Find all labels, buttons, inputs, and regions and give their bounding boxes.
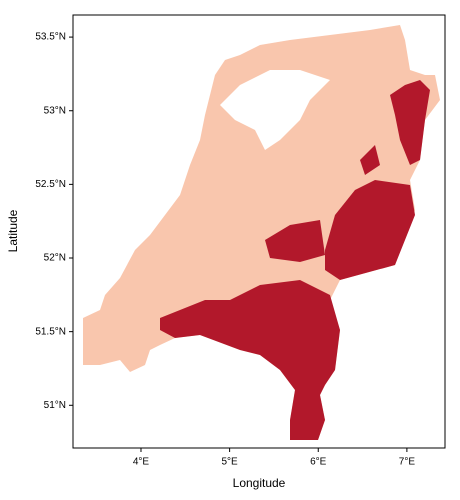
y-axis-title: Latitude (6, 209, 20, 252)
y-tick-label: 53°N (44, 105, 66, 116)
plot-frame (72, 14, 446, 449)
y-tick-label: 53.5°N (35, 32, 66, 43)
region-dark (325, 180, 415, 280)
x-tick-label: 7°E (399, 457, 416, 468)
y-tick-label: 52.5°N (35, 179, 66, 190)
x-tick-label: 5°E (222, 457, 239, 468)
x-tick-label: 6°E (310, 457, 327, 468)
map-shapes (83, 25, 440, 440)
y-tick-label: 52°N (44, 253, 66, 264)
x-tick-label: 4°E (133, 457, 150, 468)
lake (220, 70, 330, 150)
y-tick-label: 51°N (44, 400, 66, 411)
region-dark (265, 220, 325, 262)
region-dark (360, 145, 380, 175)
y-tick-label: 51.5°N (35, 326, 66, 337)
x-axis-title: Longitude (233, 476, 286, 490)
region-dark (160, 280, 340, 440)
region-dark (390, 80, 430, 165)
